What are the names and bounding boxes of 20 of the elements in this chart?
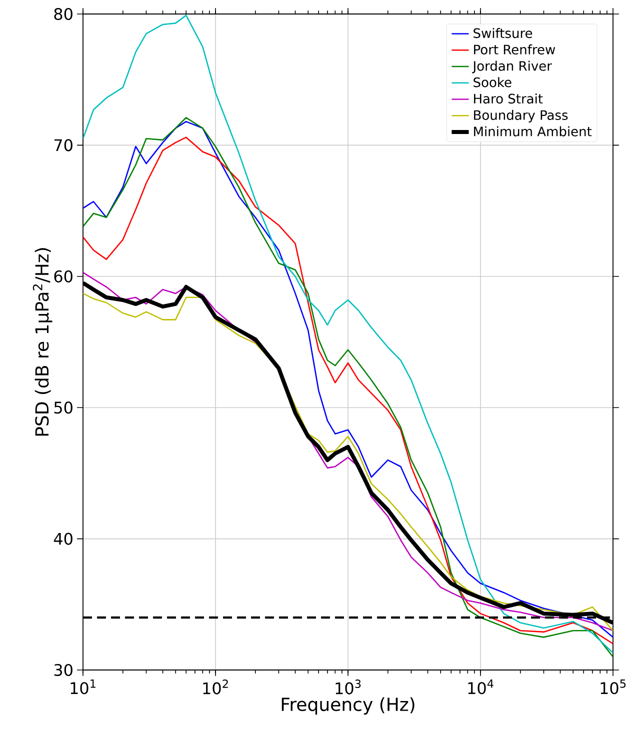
y-tick-label: 40 bbox=[54, 532, 72, 545]
y-tick-label: 60 bbox=[54, 270, 72, 282]
y-tick-label: 30 bbox=[54, 664, 72, 676]
legend-label: Minimum Ambient bbox=[474, 126, 592, 136]
y-tick-label: 80 bbox=[54, 8, 72, 20]
y-tick-label: 50 bbox=[54, 402, 72, 414]
legend-label: Boundary Pass bbox=[474, 110, 568, 122]
y-axis-title: PSD (dB re 1µPa$^{2}$/Hz) bbox=[32, 248, 52, 436]
x-tick-label: 10$^{1}$ bbox=[70, 680, 96, 694]
legend-label: Swiftsure bbox=[474, 28, 532, 38]
legend-label: Port Renfrew bbox=[474, 44, 556, 54]
y-tick-label: 70 bbox=[54, 139, 72, 152]
legend-label: Jordan River bbox=[472, 60, 552, 74]
x-tick-label: 10$^{2}$ bbox=[203, 680, 228, 694]
x-axis-title: Frequency (Hz) bbox=[282, 697, 414, 715]
legend-label: Sooke bbox=[474, 77, 512, 88]
x-tick-label: 10$^{4}$ bbox=[468, 680, 494, 694]
legend-label: Haro Strait bbox=[474, 94, 543, 104]
x-tick-label: 10$^{5}$ bbox=[600, 680, 626, 694]
x-tick-label: 10$^{3}$ bbox=[336, 680, 361, 694]
